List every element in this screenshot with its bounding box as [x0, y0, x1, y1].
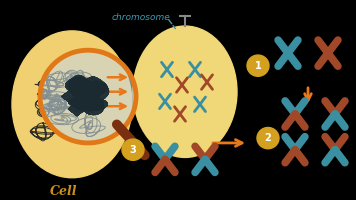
Circle shape [40, 50, 136, 143]
Text: 3: 3 [130, 145, 136, 155]
Ellipse shape [133, 26, 237, 157]
Text: Cell: Cell [50, 185, 78, 198]
Circle shape [122, 139, 144, 160]
Text: 2: 2 [265, 133, 271, 143]
Text: chromosome: chromosome [112, 13, 171, 22]
Circle shape [257, 127, 279, 149]
Ellipse shape [12, 31, 132, 178]
Circle shape [247, 55, 269, 76]
Text: 1: 1 [255, 61, 261, 71]
